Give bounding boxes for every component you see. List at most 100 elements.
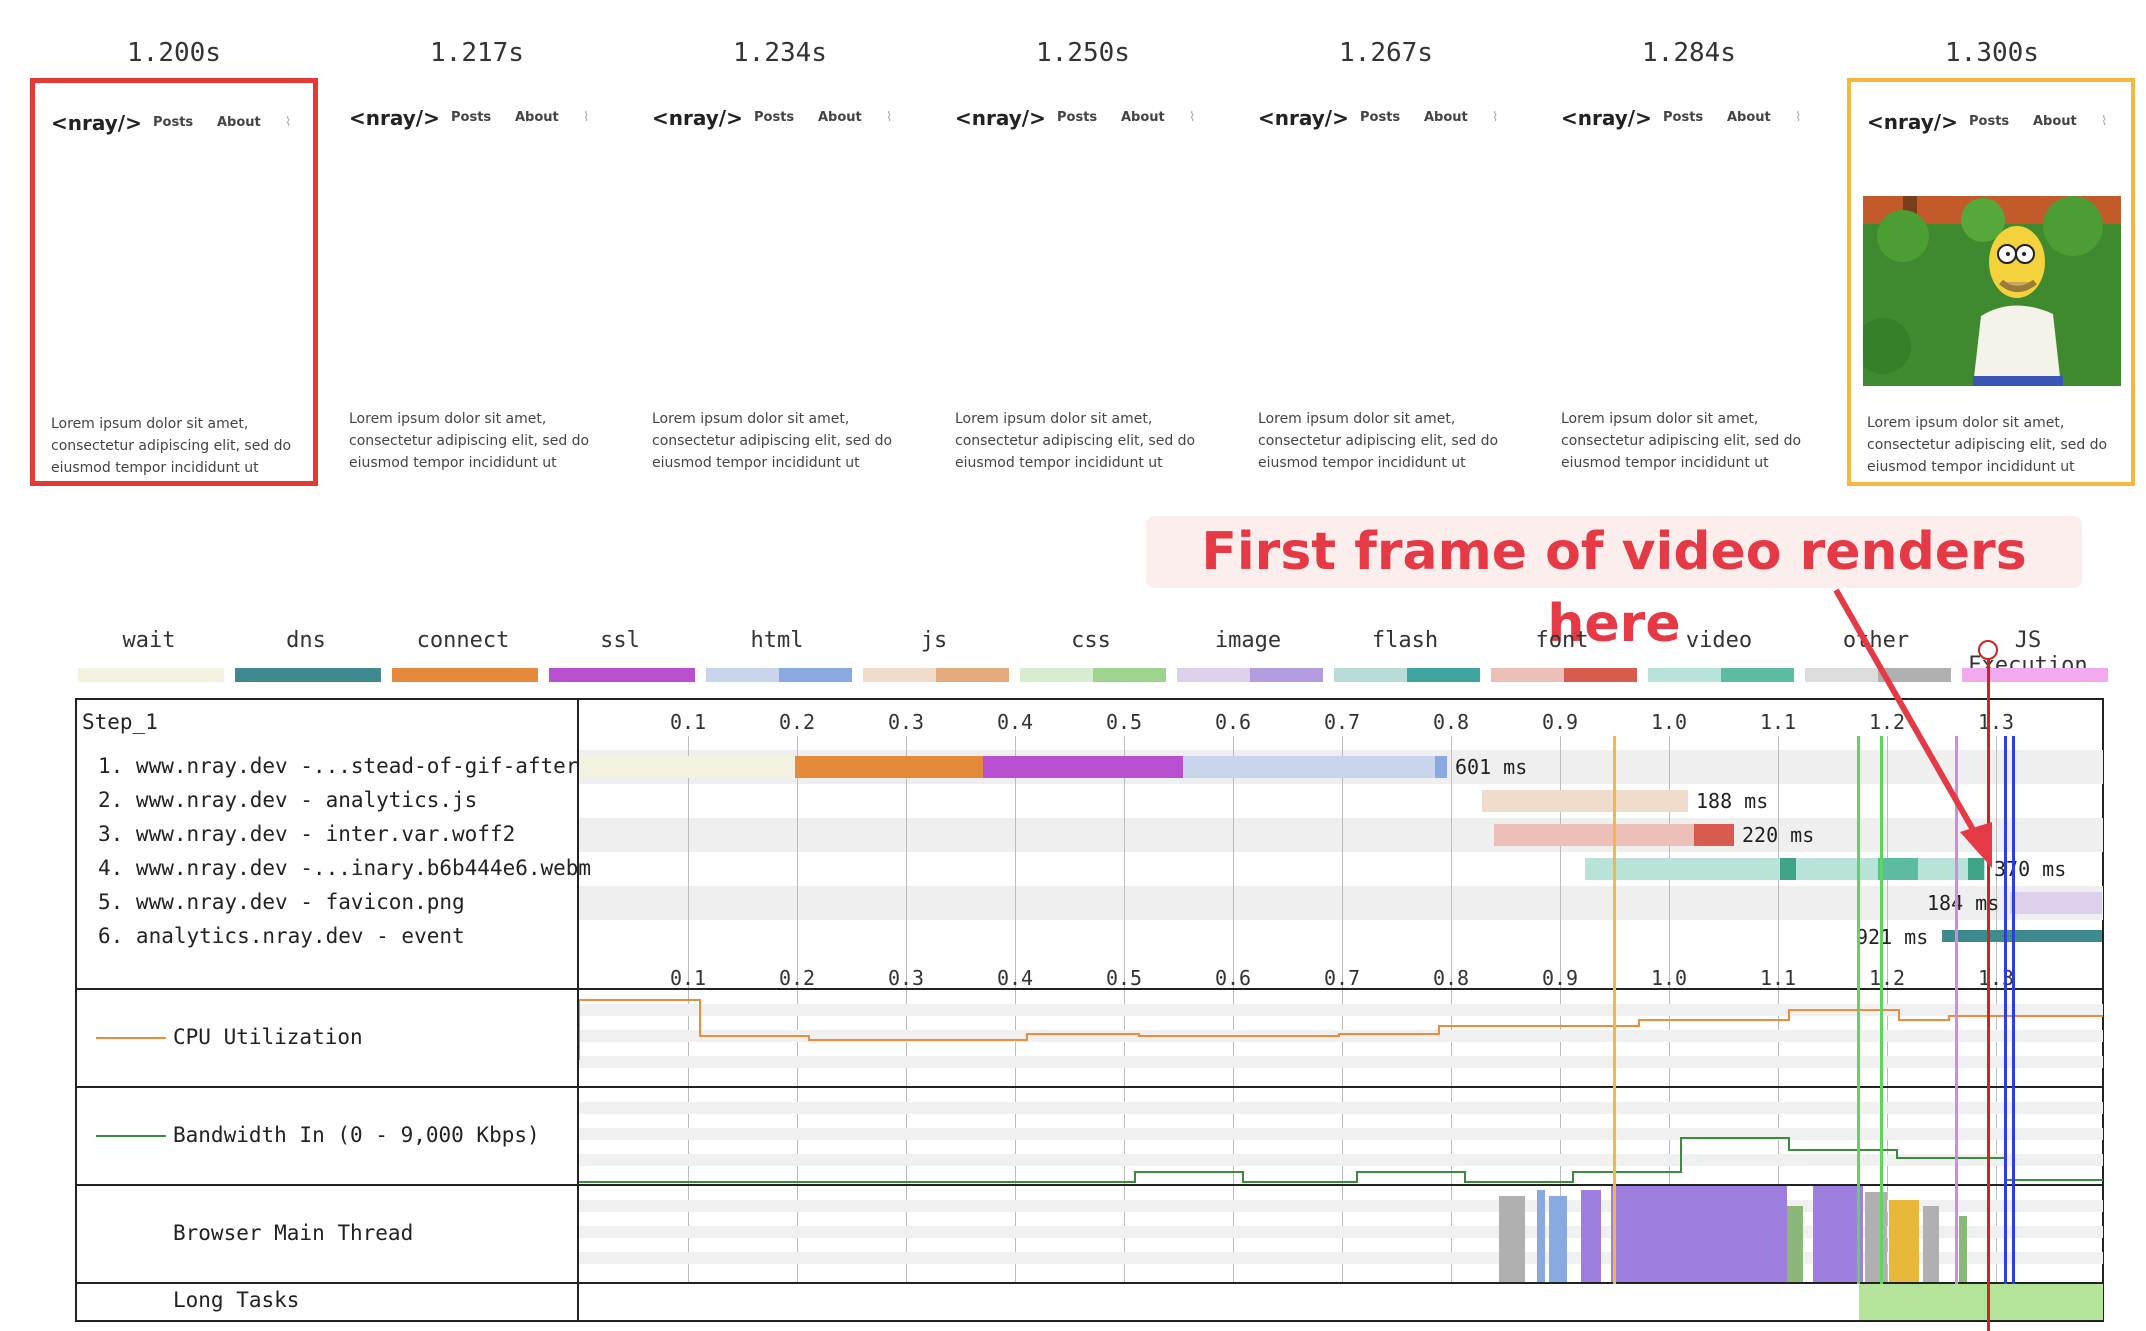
rss-icon: ⌇: [1795, 110, 1802, 125]
lcp-marker: [1857, 736, 1860, 1284]
legend-swatch: [549, 668, 695, 682]
bar-html-download: [1435, 756, 1447, 778]
lorem-text: Lorem ipsum dolor sit amet, consectetur a…: [51, 416, 292, 476]
nav-about: About: [1424, 110, 1468, 125]
dom-content-loaded-marker: [1880, 736, 1883, 1284]
timeline-cursor[interactable]: [1987, 658, 1990, 1331]
site-logo: <nray/>: [51, 111, 142, 135]
lorem-text: Lorem ipsum dolor sit amet, consectetur a…: [1561, 411, 1802, 471]
onload-marker: [2004, 736, 2007, 1284]
bar-js: [1482, 790, 1688, 812]
axis-tick-label: 0.2: [778, 966, 816, 990]
request-duration: 220 ms: [1742, 823, 1815, 847]
nav-posts: Posts: [1969, 114, 2010, 129]
frame-time: 1.234s: [733, 38, 827, 68]
lorem-text: Lorem ipsum dolor sit amet, consectetur a…: [652, 411, 893, 471]
legend-swatch: [706, 668, 852, 682]
axis-tick-label: 0.6: [1214, 966, 1252, 990]
filmstrip-frame[interactable]: <nray/> Posts About ⌇ Lorem ipsum dolor …: [636, 78, 924, 486]
filmstrip-frame[interactable]: <nray/> Posts About ⌇ Lorem ipsum dolor …: [1242, 78, 1530, 486]
request-duration: 601 ms: [1455, 755, 1528, 779]
bar-font-download: [1694, 824, 1734, 846]
axis-tick-label: 0.7: [1323, 710, 1361, 734]
axis-tick-label: 0.1: [669, 966, 707, 990]
legend-swatch: [392, 668, 538, 682]
site-logo: <nray/>: [955, 106, 1046, 130]
cpu-label: CPU Utilization: [173, 1025, 363, 1049]
axis-tick-label: 0.5: [1105, 966, 1143, 990]
legend-label: css: [1071, 628, 1111, 653]
legend-swatch: [1805, 668, 1951, 682]
nav-about: About: [217, 115, 261, 130]
filmstrip-frame[interactable]: <nray/> Posts About ⌇ Lorem ipsum dolor …: [333, 78, 621, 486]
long-tasks-label: Long Tasks: [173, 1288, 300, 1312]
nav-about: About: [2033, 114, 2077, 129]
legend-label: dns: [286, 628, 326, 653]
request-row-label[interactable]: 1. www.nray.dev -...stead-of-gif-after/: [98, 754, 592, 778]
bar-wait: [579, 756, 795, 778]
axis-tick-label: 0.9: [1541, 966, 1579, 990]
request-row-label[interactable]: 5. www.nray.dev - favicon.png: [98, 890, 465, 914]
request-row-label[interactable]: 2. www.nray.dev - analytics.js: [98, 788, 478, 812]
bandwidth-legend-line: [96, 1135, 166, 1137]
nav-posts: Posts: [754, 110, 795, 125]
request-row-label[interactable]: 6. analytics.nray.dev - event: [98, 924, 465, 948]
bar-font: [1494, 824, 1694, 846]
nav-posts: Posts: [1360, 110, 1401, 125]
legend-label: connect: [416, 628, 510, 653]
request-row-label[interactable]: 4. www.nray.dev -...inary.b6b444e6.webm: [98, 856, 592, 880]
frame-time: 1.200s: [127, 38, 221, 68]
axis-tick-label: 0.2: [778, 710, 816, 734]
nav-posts: Posts: [153, 115, 194, 130]
timeline-cursor-handle[interactable]: [1978, 640, 1998, 660]
bar-video-chunk: [1968, 858, 1984, 880]
frame-time: 1.267s: [1339, 38, 1433, 68]
lorem-text: Lorem ipsum dolor sit amet, consectetur a…: [1258, 411, 1499, 471]
frame-time: 1.300s: [1945, 38, 2039, 68]
nav-about: About: [515, 110, 559, 125]
axis-tick-label: 0.4: [996, 710, 1034, 734]
bar-image: [2010, 892, 2102, 914]
long-tasks-panel: [75, 1282, 2104, 1322]
legend-swatch: [1648, 668, 1794, 682]
site-logo: <nray/>: [1561, 106, 1652, 130]
bar-video-chunk: [1878, 858, 1918, 880]
axis-tick-label: 0.3: [887, 710, 925, 734]
nav-posts: Posts: [1057, 110, 1098, 125]
nav-about: About: [818, 110, 862, 125]
frame-time: 1.250s: [1036, 38, 1130, 68]
video-frame-image: [1863, 196, 2121, 386]
axis-tick-label: 1.1: [1759, 966, 1797, 990]
legend-label: html: [750, 628, 804, 653]
filmstrip-frame[interactable]: <nray/> Posts About ⌇ Lorem ipsum dolor …: [30, 78, 318, 486]
request-duration: 921 ms: [1856, 925, 1929, 949]
row-stripe: [579, 818, 2103, 852]
main-thread-label: Browser Main Thread: [173, 1221, 414, 1245]
nav-posts: Posts: [451, 110, 492, 125]
nav-posts: Posts: [1663, 110, 1704, 125]
axis-tick-label: 1.3: [1977, 710, 2015, 734]
site-logo: <nray/>: [1867, 110, 1958, 134]
filmstrip-frame[interactable]: <nray/> Posts About ⌇ Lorem ipsum dolor …: [939, 78, 1227, 486]
row-stripe: [579, 886, 2103, 920]
legend-label: ssl: [600, 628, 640, 653]
lorem-text: Lorem ipsum dolor sit amet, consectetur a…: [349, 411, 590, 471]
axis-tick-label: 0.3: [887, 966, 925, 990]
legend-swatch: [1491, 668, 1637, 682]
bar-html: [1183, 756, 1435, 778]
filmstrip-frame[interactable]: <nray/> Posts About ⌇ Lorem ipsum dolor …: [1847, 78, 2135, 486]
filmstrip-frame[interactable]: <nray/> Posts About ⌇ Lorem ipsum dolor …: [1545, 78, 1833, 486]
request-duration: 188 ms: [1696, 789, 1769, 813]
long-task-block: [1859, 1284, 2103, 1320]
axis-tick-label: 0.4: [996, 966, 1034, 990]
axis-tick-label: 1.3: [1977, 966, 2015, 990]
request-row-label[interactable]: 3. www.nray.dev - inter.var.woff2: [98, 822, 516, 846]
axis-tick-label: 0.8: [1432, 710, 1470, 734]
legend-swatch: [1177, 668, 1323, 682]
axis-tick-label: 0.5: [1105, 710, 1143, 734]
annotation-callout: First frame of video renders here: [1146, 516, 2082, 654]
lorem-text: Lorem ipsum dolor sit amet, consectetur a…: [955, 411, 1196, 471]
axis-tick-label: 1.2: [1868, 710, 1906, 734]
site-logo: <nray/>: [652, 106, 743, 130]
legend-swatch: [863, 668, 1009, 682]
